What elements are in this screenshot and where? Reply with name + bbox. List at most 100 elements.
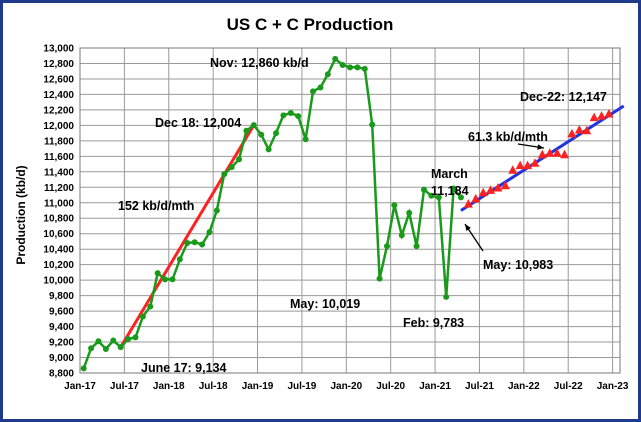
y-tick-label: 10,200 xyxy=(43,260,74,271)
y-tick-label: 12,200 xyxy=(43,105,74,116)
data-point xyxy=(213,207,220,214)
y-tick-label: 10,400 xyxy=(43,245,74,256)
x-tick-label: Jan-20 xyxy=(330,381,362,392)
y-tick-label: 11,800 xyxy=(44,136,74,147)
data-point xyxy=(354,64,361,71)
production-chart: US C + C Production Production (kb/d) 8,… xyxy=(14,15,629,392)
y-tick-label: 11,400 xyxy=(44,167,74,178)
data-point xyxy=(604,109,614,118)
data-point xyxy=(508,165,518,174)
annotation-label: 61.3 kb/d/mth xyxy=(468,130,548,144)
data-point xyxy=(347,64,353,71)
y-tick-label: 9,800 xyxy=(49,291,74,302)
data-point xyxy=(317,84,324,91)
annotation-arrows xyxy=(464,143,545,252)
data-point xyxy=(132,334,139,341)
data-point xyxy=(339,62,346,69)
x-tick-label: Jul-20 xyxy=(376,381,405,392)
y-tick-label: 11,000 xyxy=(44,198,74,209)
data-point xyxy=(228,164,235,171)
y-tick-label: 11,200 xyxy=(44,183,74,194)
data-point xyxy=(125,335,132,342)
y-tick-label: 9,200 xyxy=(49,338,74,349)
y-tick-label: 8,800 xyxy=(49,369,74,380)
data-point xyxy=(398,232,405,239)
data-point xyxy=(567,128,577,138)
y-tick-label: 13,000 xyxy=(43,44,74,55)
x-tick-label: Jul-21 xyxy=(465,381,494,392)
data-point xyxy=(493,183,503,192)
y-tick-label: 9,600 xyxy=(49,307,74,318)
annotation-label: Nov: 12,860 kb/d xyxy=(210,56,309,70)
x-tick-label: Jul-17 xyxy=(110,381,139,392)
data-point xyxy=(552,148,562,157)
data-point xyxy=(280,112,287,119)
annotation-label: 11,184 xyxy=(431,184,469,198)
arrow-head xyxy=(465,224,471,231)
data-point xyxy=(199,241,206,248)
data-point xyxy=(206,229,213,236)
data-point xyxy=(139,313,146,320)
x-tick-label: Jan-22 xyxy=(508,381,540,392)
data-series xyxy=(80,55,614,372)
data-point xyxy=(523,160,533,170)
data-point xyxy=(406,209,413,216)
data-point xyxy=(154,270,161,277)
data-point xyxy=(243,127,250,134)
data-point xyxy=(162,276,169,283)
x-tick-labels: Jan-17 Jul-17 Jan-18 Jul-18 Jan-19 Jul-19 Jan-… xyxy=(64,381,629,392)
x-tick-label: Jan-21 xyxy=(419,381,451,392)
data-point xyxy=(383,243,390,250)
data-point xyxy=(413,243,420,250)
arrow-head xyxy=(537,144,544,150)
y-tick-label: 10,600 xyxy=(43,229,74,240)
x-tick-label: Jan-23 xyxy=(597,381,629,392)
data-point xyxy=(486,185,496,194)
data-point xyxy=(545,148,555,157)
data-point xyxy=(361,65,368,72)
data-point xyxy=(450,185,457,192)
annotation-label: May: 10,983 xyxy=(483,258,553,272)
data-point xyxy=(391,202,398,209)
annotation-label: Dec 18: 12,004 xyxy=(155,116,241,130)
x-tick-label: Jul-19 xyxy=(287,381,316,392)
data-point xyxy=(530,158,540,167)
data-point xyxy=(589,112,599,122)
y-tick-label: 12,000 xyxy=(43,121,74,132)
y-tick-label: 10,000 xyxy=(43,276,74,287)
data-point xyxy=(295,113,302,120)
annotation-label: June 17: 9,134 xyxy=(141,361,227,375)
series-line xyxy=(82,56,462,369)
trend-line xyxy=(119,124,256,348)
annotation-label: March xyxy=(431,167,468,181)
y-tick-label: 12,400 xyxy=(43,90,74,101)
data-point xyxy=(102,346,109,353)
data-point xyxy=(560,149,570,159)
data-point xyxy=(250,122,257,129)
annotation-label: May: 10,019 xyxy=(290,297,360,311)
data-point xyxy=(463,199,473,208)
data-point xyxy=(332,55,339,62)
data-point xyxy=(420,186,427,193)
data-point xyxy=(435,194,442,201)
data-point xyxy=(471,193,481,203)
data-point xyxy=(369,121,376,128)
data-point xyxy=(443,293,450,300)
data-point xyxy=(324,71,331,78)
data-point xyxy=(184,240,191,246)
data-point xyxy=(273,130,280,137)
data-point xyxy=(457,194,464,201)
annotation-label: 152 kb/d/mth xyxy=(118,199,194,213)
data-point xyxy=(221,171,228,178)
y-tick-label: 9,000 xyxy=(49,353,74,364)
x-tick-label: Jan-17 xyxy=(64,381,96,392)
x-tick-label: Jul-22 xyxy=(554,381,583,392)
data-point xyxy=(80,365,87,372)
data-point xyxy=(597,111,607,120)
data-point xyxy=(176,256,183,263)
y-tick-label: 9,400 xyxy=(49,322,74,333)
y-tick-label: 10,800 xyxy=(43,214,74,225)
data-point xyxy=(537,149,547,159)
data-point xyxy=(500,180,510,190)
